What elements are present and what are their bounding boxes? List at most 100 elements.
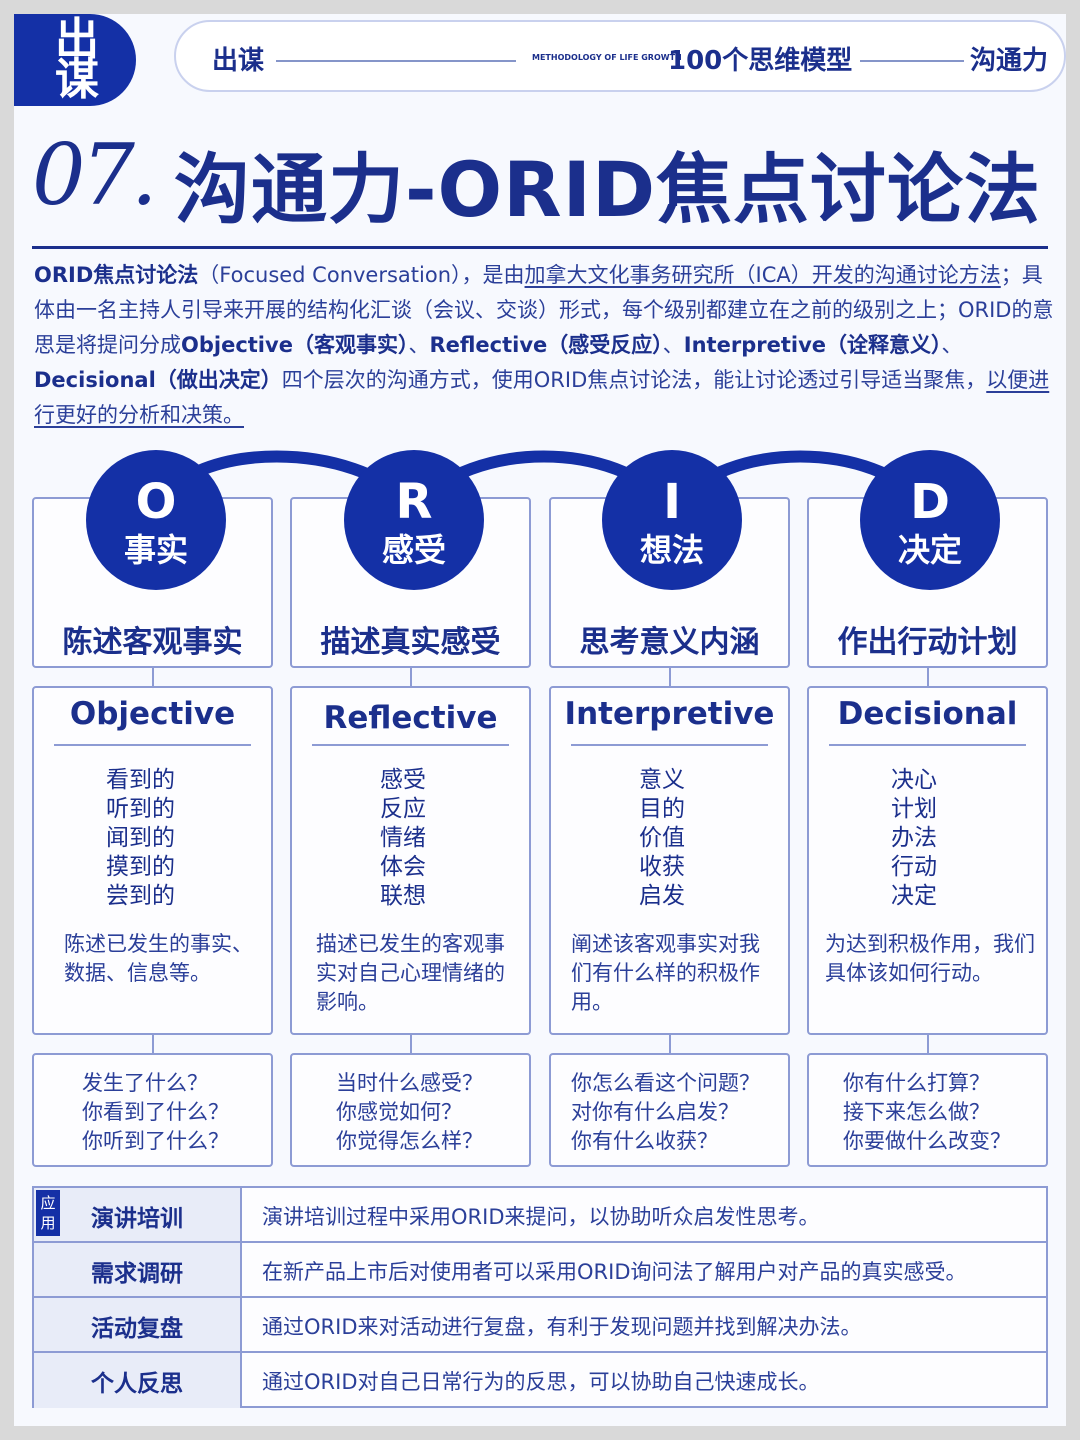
connecting-wave (150, 450, 936, 516)
question-list: 发生了什么？ 你看到了什么？ 你听到了什么？ (34, 1069, 271, 1156)
application-text: 演讲培训过程中采用ORID来提问，以协助听众启发性思考。 (262, 1204, 820, 1229)
question-card-decisional: 你有什么打算？ 接下来怎么做？ 你要做什么改变？ (807, 1053, 1048, 1167)
applications-tag: 应用 (36, 1190, 60, 1236)
keyword-item: 价值 (639, 825, 685, 851)
question-list: 你怎么看这个问题？ 对你有什么启发？ 你有什么收获？ (551, 1069, 788, 1156)
connector-line (927, 1035, 929, 1053)
detail-divider (54, 744, 251, 746)
keyword-item: 看到的 (106, 767, 175, 793)
keyword-item: 体会 (380, 854, 426, 880)
question-card-interpretive: 你怎么看这个问题？ 对你有什么启发？ 你有什么收获？ (549, 1053, 790, 1167)
application-label: 演讲培训 (34, 1188, 242, 1243)
step-badge-o: O 事实 (86, 450, 226, 590)
detail-divider (312, 744, 509, 746)
question-list: 当时什么感受？ 你感觉如何？ 你觉得怎么样？ (292, 1069, 529, 1156)
page-title: 沟通力-ORID焦点讨论法 (174, 145, 1042, 234)
question-item: 你要做什么改变？ (843, 1129, 1011, 1153)
application-label: 需求调研 (34, 1243, 242, 1298)
page: 出 谋 出谋 METHODOLOGY OF LIFE GROWTH 100个思维… (14, 14, 1066, 1426)
keyword-item: 联想 (380, 883, 426, 909)
connector-line (410, 1035, 412, 1053)
table-row: 需求调研 在新产品上市后对使用者可以采用ORID询问法了解用户对产品的真实感受。 (34, 1243, 1046, 1298)
connector-line (152, 1035, 154, 1053)
detail-title: Reflective (323, 700, 498, 736)
detail-description: 阐述该客观事实对我们有什么样的积极作用。 (571, 932, 760, 1014)
title-divider (32, 246, 1048, 249)
question-item: 你有什么收获？ (571, 1129, 718, 1153)
question-item: 接下来怎么做？ (843, 1100, 990, 1124)
keyword-item: 收获 (639, 854, 685, 880)
keyword-list: 看到的 听到的 闻到的 摸到的 尝到的 (34, 766, 271, 911)
header-series: 100个思维模型 (668, 46, 853, 76)
detail-title: Interpretive (564, 696, 775, 732)
keyword-item: 计划 (891, 796, 937, 822)
question-item: 发生了什么？ (82, 1071, 208, 1095)
question-item: 你有什么打算？ (843, 1071, 990, 1095)
keyword-item: 决心 (891, 767, 937, 793)
keyword-item: 意义 (639, 767, 685, 793)
connector-line (927, 668, 929, 686)
question-item: 对你有什么启发？ (571, 1100, 739, 1124)
header-divider (860, 60, 964, 62)
step-subtitle: 描述真实感受 (320, 625, 501, 660)
detail-description: 为达到积极作用，我们具体该如何行动。 (825, 932, 1035, 985)
detail-title: Objective (69, 696, 236, 732)
row-divider (34, 1296, 1046, 1298)
connector-line (410, 668, 412, 686)
row-divider (34, 1241, 1046, 1243)
question-list: 你有什么打算？ 接下来怎么做？ 你要做什么改变？ (809, 1069, 1046, 1156)
keyword-item: 反应 (380, 796, 426, 822)
detail-card-reflective: Reflective 感受 反应 情绪 体会 联想 描述已发生的客观事实对自己心… (290, 686, 531, 1035)
intro-paragraph: ORID焦点讨论法（Focused Conversation），是由加拿大文化事… (34, 263, 1054, 427)
detail-title: Decisional (837, 696, 1018, 732)
connector-line (669, 1035, 671, 1053)
keyword-list: 意义 目的 价值 收获 启发 (551, 766, 788, 911)
question-item: 你觉得怎么样？ (336, 1129, 483, 1153)
application-label: 活动复盘 (34, 1298, 242, 1353)
header-divider (276, 60, 516, 62)
keyword-item: 情绪 (380, 825, 426, 851)
step-subtitle: 作出行动计划 (837, 625, 1018, 660)
keyword-list: 决心 计划 办法 行动 决定 (809, 766, 1046, 911)
title-number: 07. (32, 126, 158, 224)
table-row: 活动复盘 通过ORID来对活动进行复盘，有利于发现问题并找到解决办法。 (34, 1298, 1046, 1353)
keyword-item: 听到的 (106, 796, 175, 822)
detail-card-objective: Objective 看到的 听到的 闻到的 摸到的 尝到的 陈述已发生的事实、数… (32, 686, 273, 1035)
detail-card-decisional: Decisional 决心 计划 办法 行动 决定 为达到积极作用，我们具体该如… (807, 686, 1048, 1035)
step-subtitle: 思考意义内涵 (579, 625, 760, 660)
applications-table: 应用 演讲培训 演讲培训过程中采用ORID来提问，以协助听众启发性思考。 需求调… (32, 1186, 1048, 1408)
keyword-item: 决定 (891, 883, 937, 909)
connector-line (152, 668, 154, 686)
keyword-item: 办法 (891, 825, 937, 851)
keyword-item: 启发 (639, 883, 685, 909)
question-card-objective: 发生了什么？ 你看到了什么？ 你听到了什么？ (32, 1053, 273, 1167)
step-badge-i: I 想法 (602, 450, 742, 590)
question-item: 你看到了什么？ (82, 1100, 229, 1124)
question-item: 你怎么看这个问题？ (571, 1071, 760, 1095)
connector-line (669, 668, 671, 686)
question-item: 你听到了什么？ (82, 1129, 229, 1153)
question-item: 你感觉如何？ (336, 1100, 462, 1124)
keyword-item: 感受 (380, 767, 426, 793)
header-brand: 出谋 (212, 46, 265, 76)
brand-logo: 出 谋 (14, 14, 136, 106)
question-card-reflective: 当时什么感受？ 你感觉如何？ 你觉得怎么样？ (290, 1053, 531, 1167)
question-item: 当时什么感受？ (336, 1071, 483, 1095)
keyword-item: 尝到的 (106, 883, 175, 909)
application-label: 个人反思 (34, 1353, 242, 1408)
step-badge-d: D 决定 (860, 450, 1000, 590)
application-text: 通过ORID来对活动进行复盘，有利于发现问题并找到解决办法。 (262, 1314, 862, 1339)
table-row: 演讲培训 演讲培训过程中采用ORID来提问，以协助听众启发性思考。 (34, 1188, 1046, 1243)
detail-card-interpretive: Interpretive 意义 目的 价值 收获 启发 阐述该客观事实对我们有什… (549, 686, 790, 1035)
application-text: 通过ORID对自己日常行为的反思，可以协助自己快速成长。 (262, 1369, 820, 1394)
row-divider (34, 1351, 1046, 1353)
application-text: 在新产品上市后对使用者可以采用ORID询问法了解用户对产品的真实感受。 (262, 1259, 967, 1284)
keyword-list: 感受 反应 情绪 体会 联想 (292, 766, 529, 911)
detail-description: 陈述已发生的事实、数据、信息等。 (64, 932, 253, 985)
header-methodology: METHODOLOGY OF LIFE GROWTH (532, 53, 682, 62)
detail-description: 描述已发生的客观事实对自己心理情绪的影响。 (316, 932, 505, 1014)
header-category: 沟通力 (970, 46, 1049, 76)
keyword-item: 摸到的 (106, 854, 175, 880)
table-row: 个人反思 通过ORID对自己日常行为的反思，可以协助自己快速成长。 (34, 1353, 1046, 1408)
step-badge-r: R 感受 (344, 450, 484, 590)
